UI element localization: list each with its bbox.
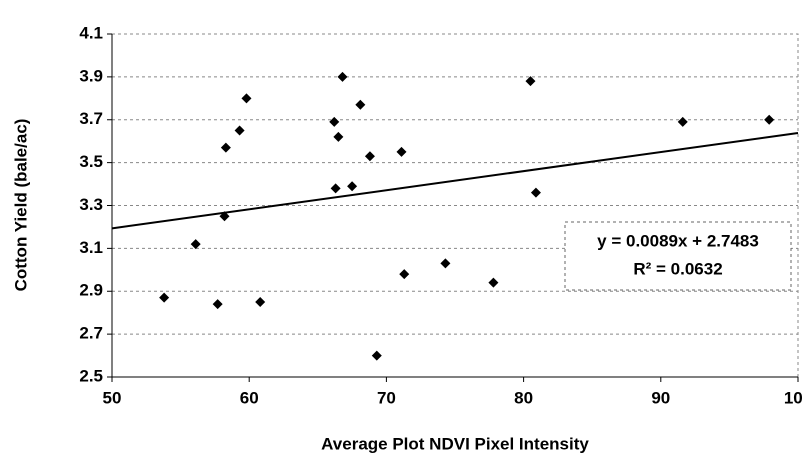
r-squared: R² = 0.0632 [633, 259, 722, 278]
x-tick-label: 70 [377, 388, 396, 407]
y-tick-label: 3.3 [79, 195, 103, 214]
point [488, 277, 499, 288]
y-tick-label: 3.9 [79, 66, 103, 85]
x-tick-label: 100 [784, 388, 802, 407]
point [329, 116, 340, 127]
y-tick-label: 2.9 [79, 281, 103, 300]
x-axis-label: Average Plot NDVI Pixel Intensity [321, 434, 589, 453]
point [347, 181, 358, 192]
point [677, 116, 688, 127]
y-tick-label: 2.5 [79, 366, 103, 385]
point [330, 183, 341, 194]
point [234, 125, 245, 136]
y-tick-label: 3.7 [79, 109, 103, 128]
point [220, 142, 231, 153]
point [333, 131, 344, 142]
point [396, 146, 407, 157]
point [241, 93, 252, 104]
point [159, 292, 170, 303]
x-tick-label: 50 [103, 388, 122, 407]
point [337, 71, 348, 82]
y-tick-label: 3.1 [79, 238, 103, 257]
point [255, 296, 266, 307]
point [440, 258, 451, 269]
y-tick-label: 4.1 [79, 23, 103, 42]
point [212, 299, 223, 310]
point [371, 350, 382, 361]
equation-box [564, 221, 792, 291]
point [355, 99, 366, 110]
y-tick-label: 3.5 [79, 152, 103, 171]
point [364, 151, 375, 162]
x-tick-label: 90 [651, 388, 670, 407]
point [764, 114, 775, 125]
x-tick-label: 60 [240, 388, 259, 407]
equation: y = 0.0089x + 2.7483 [597, 231, 759, 250]
y-tick-label: 2.7 [79, 324, 103, 343]
point [530, 187, 541, 198]
point [525, 76, 536, 87]
x-tick-label: 80 [514, 388, 533, 407]
y-axis-label: Cotton Yield (bale/ac) [11, 119, 30, 292]
point [190, 239, 201, 250]
point [399, 269, 410, 280]
point [219, 211, 230, 222]
trendline [111, 131, 799, 230]
